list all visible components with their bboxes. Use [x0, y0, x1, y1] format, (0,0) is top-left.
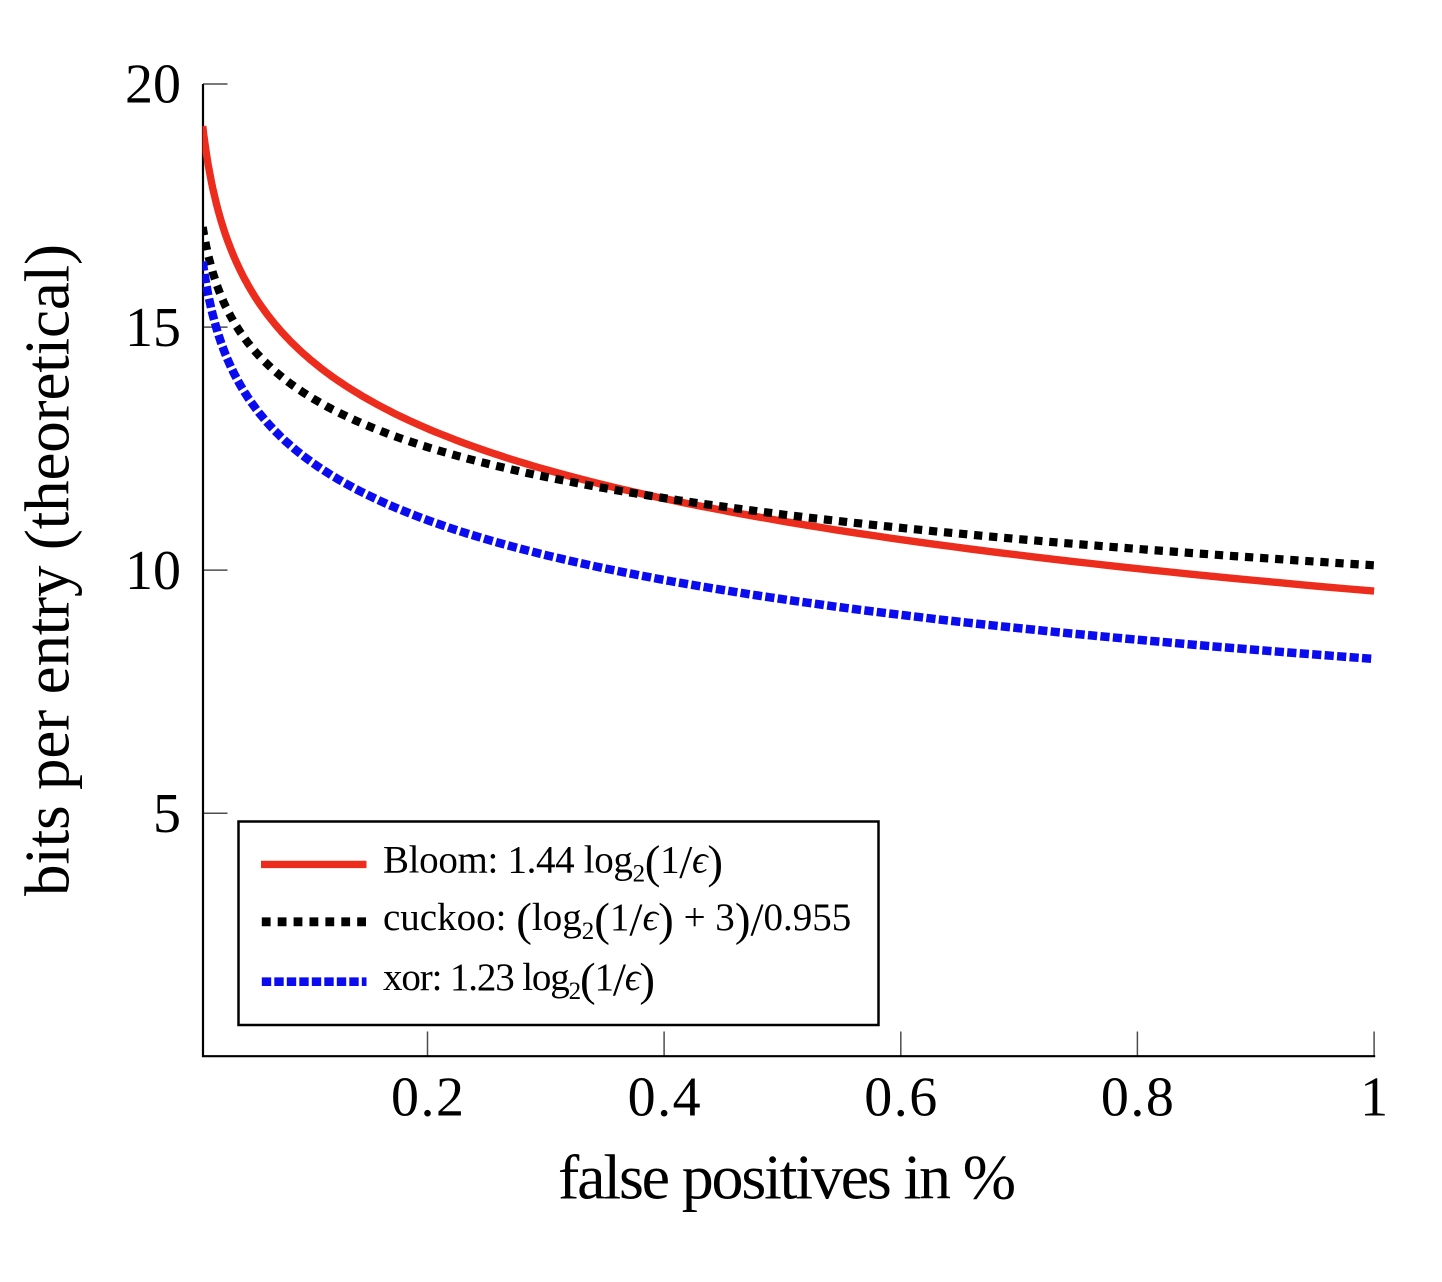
svg-text:bits per entry (theoretical): bits per entry (theoretical) [13, 244, 83, 896]
svg-text:20: 20 [125, 53, 181, 115]
svg-text:10: 10 [125, 540, 181, 602]
svg-text:0.8: 0.8 [1101, 1066, 1174, 1128]
svg-text:false positives in %: false positives in % [558, 1142, 1016, 1213]
svg-text:5: 5 [153, 783, 181, 845]
svg-text:1: 1 [1360, 1066, 1388, 1128]
svg-text:0.2: 0.2 [391, 1066, 464, 1128]
svg-text:xor: 1.23 log2(1/ϵ): xor: 1.23 log2(1/ϵ) [383, 954, 655, 1006]
svg-text:Bloom: 1.44 log2(1/ϵ): Bloom: 1.44 log2(1/ϵ) [383, 837, 723, 889]
svg-text:cuckoo: (log2(1/ϵ) + 3)/0.955: cuckoo: (log2(1/ϵ) + 3)/0.955 [383, 894, 851, 946]
svg-text:0.6: 0.6 [864, 1066, 937, 1128]
svg-text:0.4: 0.4 [628, 1066, 701, 1128]
svg-text:15: 15 [125, 297, 181, 359]
